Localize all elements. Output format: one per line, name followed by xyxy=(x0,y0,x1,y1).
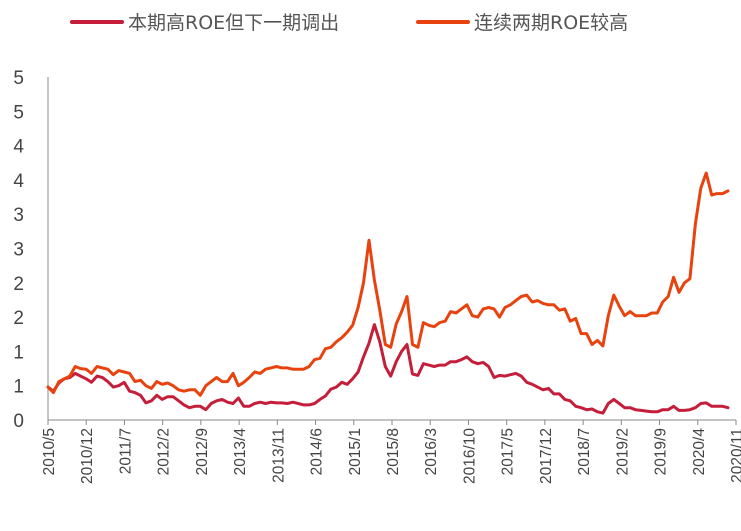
legend-item-series-2: 连续两期ROE较高 xyxy=(416,12,628,34)
x-tick-label: 2019/2 xyxy=(614,428,631,475)
legend: 本期高ROE但下一期调出 连续两期ROE较高 xyxy=(70,12,628,34)
x-tick-label: 2016/3 xyxy=(423,428,440,475)
y-tick-label: 1 xyxy=(13,377,24,398)
x-tick-label: 2014/6 xyxy=(309,428,326,475)
x-tick-label: 2012/9 xyxy=(194,428,211,475)
legend-label-series-1: 本期高ROE但下一期调出 xyxy=(128,12,339,34)
series-line-2 xyxy=(46,171,730,397)
series-line-1 xyxy=(46,323,730,415)
x-tick-label: 2012/2 xyxy=(156,428,173,475)
x-axis-ticks: 2010/5 2010/12 2011/7 2012/2 2012/9 2013/4 201… xyxy=(41,420,741,484)
y-tick-label: 3 xyxy=(13,205,24,226)
y-tick-label: 3 xyxy=(13,240,24,261)
x-tick-label: 2019/9 xyxy=(653,428,670,475)
y-tick-label: 4 xyxy=(13,137,24,158)
legend-item-series-1: 本期高ROE但下一期调出 xyxy=(70,12,339,34)
x-tick-label: 2015/1 xyxy=(347,428,364,475)
x-tick-label: 2013/4 xyxy=(232,428,249,476)
x-tick-label: 2017/5 xyxy=(500,428,517,475)
x-tick-label: 2015/8 xyxy=(385,428,402,475)
x-tick-label: 2018/7 xyxy=(576,428,593,475)
x-tick-label: 2016/10 xyxy=(461,428,478,484)
x-tick-label: 2017/12 xyxy=(538,428,555,484)
x-tick-label: 2010/12 xyxy=(79,428,96,484)
y-tick-label: 2 xyxy=(13,274,24,295)
x-tick-label: 2010/5 xyxy=(41,428,58,475)
y-tick-label: 1 xyxy=(13,342,24,363)
y-tick-label: 5 xyxy=(13,102,24,123)
x-tick-label: 2020/4 xyxy=(691,428,708,476)
x-tick-label: 2013/11 xyxy=(270,428,287,483)
legend-label-series-2: 连续两期ROE较高 xyxy=(474,12,628,34)
x-tick-label: 2011/7 xyxy=(117,428,134,474)
series-layer xyxy=(46,171,730,415)
y-tick-label: 4 xyxy=(13,171,24,192)
x-tick-label: 2020/11 xyxy=(729,428,741,483)
y-tick-label: 2 xyxy=(13,308,24,329)
y-tick-label: 0 xyxy=(13,411,24,432)
y-axis-ticks: 0 1 1 2 2 3 3 4 4 5 5 xyxy=(13,68,24,432)
y-tick-label: 5 xyxy=(13,68,24,89)
